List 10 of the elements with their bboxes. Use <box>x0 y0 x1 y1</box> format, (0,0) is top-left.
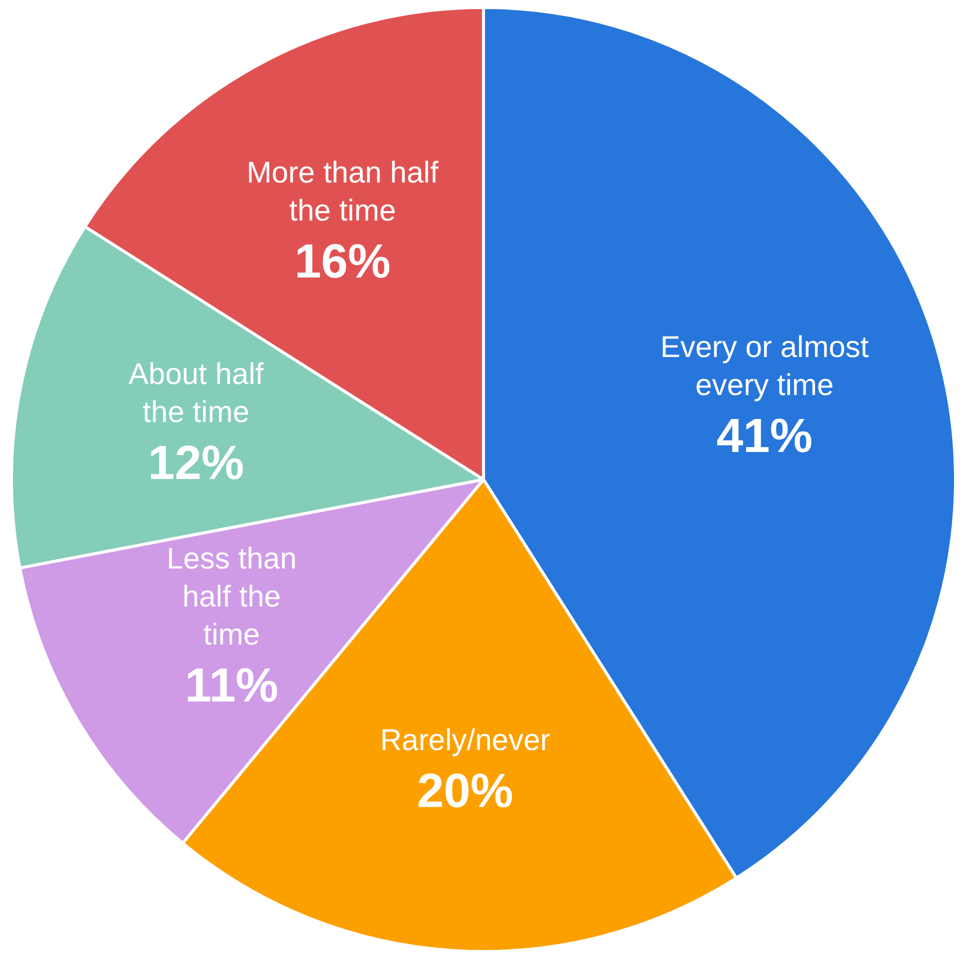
slice-label: Every or almost every time <box>660 331 870 402</box>
data-label: 11% <box>184 660 278 713</box>
slice-label: Less than half the time <box>166 542 297 652</box>
slice-label: About half the time <box>128 358 264 429</box>
slice-label: Rarely/never <box>380 724 550 757</box>
data-label: 16% <box>294 235 391 288</box>
slice-label: More than half the time <box>246 156 440 228</box>
data-label: 12% <box>148 436 244 490</box>
data-label: 20% <box>417 764 514 818</box>
data-label: 41% <box>716 410 813 464</box>
